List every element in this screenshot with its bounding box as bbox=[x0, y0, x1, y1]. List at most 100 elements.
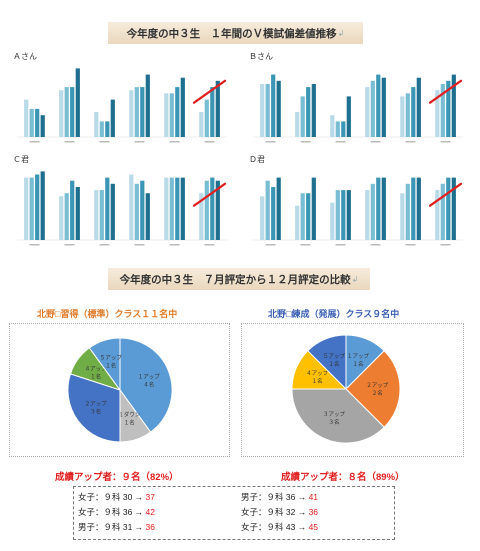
bar bbox=[416, 177, 421, 240]
slice-value-label: １名 bbox=[124, 419, 135, 427]
bar bbox=[59, 196, 64, 240]
bar bbox=[59, 90, 64, 137]
bar bbox=[175, 87, 180, 137]
bar bbox=[110, 99, 115, 137]
bar bbox=[75, 187, 80, 240]
bar bbox=[35, 174, 40, 240]
bar bbox=[451, 74, 456, 137]
slice-value-label: ３名 bbox=[90, 408, 101, 416]
bar-chart-a bbox=[17, 68, 227, 143]
bar bbox=[306, 87, 311, 137]
bar bbox=[210, 177, 215, 240]
bar bbox=[260, 196, 265, 240]
x-tick-label bbox=[29, 141, 40, 143]
bar bbox=[145, 74, 150, 137]
title-banner-1: 今年度の中３生 １年間のＶ模試偏差値推移 ↲ bbox=[108, 22, 363, 44]
chart-panel-a: Ａさん bbox=[7, 47, 235, 151]
bar bbox=[416, 77, 421, 137]
pie-box-right: １アップ １名 ２アップ ２名 ３アップ ３名 ４アップ １名 ５アップ １名 bbox=[241, 323, 464, 457]
bar bbox=[271, 187, 276, 240]
x-tick-label bbox=[335, 244, 346, 246]
bar bbox=[75, 68, 80, 137]
bar bbox=[24, 177, 29, 240]
x-tick-label bbox=[370, 141, 381, 143]
slice-label: ３アップ bbox=[323, 411, 346, 418]
bar bbox=[271, 74, 276, 137]
bar bbox=[400, 193, 405, 240]
bar bbox=[35, 108, 40, 137]
bar bbox=[99, 121, 104, 137]
bar bbox=[440, 183, 445, 240]
bar bbox=[295, 205, 300, 240]
trend-arrow bbox=[428, 79, 463, 104]
bar bbox=[40, 115, 45, 137]
slice-value-label: ３名 bbox=[328, 418, 339, 426]
slice-value-label: １名 bbox=[328, 360, 339, 368]
slice-label: ５アップ bbox=[100, 354, 123, 361]
bar bbox=[110, 183, 115, 240]
bar-chart-b bbox=[253, 74, 463, 143]
slice-label: １アップ bbox=[347, 353, 370, 360]
bar bbox=[94, 112, 99, 137]
x-tick-label bbox=[370, 244, 381, 246]
bar bbox=[40, 171, 45, 240]
bar bbox=[215, 180, 220, 240]
bar bbox=[365, 190, 370, 240]
bar bbox=[376, 74, 381, 137]
bar bbox=[346, 96, 351, 137]
slice-label: ２アップ bbox=[85, 401, 108, 408]
x-tick-label bbox=[204, 244, 215, 246]
pie-slice bbox=[88, 337, 121, 392]
bar bbox=[180, 177, 185, 240]
slice-label: ４アップ bbox=[85, 365, 108, 372]
x-tick-label bbox=[405, 244, 416, 246]
bar bbox=[140, 180, 145, 240]
bar bbox=[276, 80, 281, 137]
bar bbox=[29, 108, 34, 137]
x-tick-label bbox=[440, 244, 451, 246]
pie-slice bbox=[345, 350, 401, 428]
x-tick-label bbox=[169, 141, 180, 143]
bar bbox=[440, 84, 445, 137]
bar bbox=[335, 190, 340, 240]
title-text-1: 今年度の中３生 １年間のＶ模試偏差値推移 bbox=[126, 27, 337, 40]
summary-right: 成績アップ者：８名（89%） bbox=[281, 472, 405, 483]
slice-value-label: １名 bbox=[90, 372, 101, 380]
x-tick-label bbox=[300, 141, 311, 143]
bar-chart-d bbox=[253, 177, 463, 246]
pie-box-left: １アップ ４名 １ダウン １名 ２アップ ３名 ４アップ １名 ５アップ １名 bbox=[9, 323, 230, 457]
pie-slice bbox=[291, 388, 385, 444]
pie-slice bbox=[67, 373, 121, 443]
chart-label-d: Ｄ君 bbox=[249, 155, 265, 164]
bar bbox=[435, 190, 440, 240]
slice-value-label: ４名 bbox=[143, 381, 154, 389]
slice-label: ５アップ bbox=[323, 353, 346, 360]
pie-heading-left: 北野□習得（標準）クラス１１名中 bbox=[37, 309, 178, 319]
bar bbox=[204, 99, 209, 137]
bar bbox=[210, 87, 215, 137]
x-tick-label bbox=[29, 244, 40, 246]
chart-panel-d: Ｄ君 bbox=[243, 150, 471, 254]
x-tick-label bbox=[169, 244, 180, 246]
trend-arrow bbox=[428, 182, 463, 207]
bar-chart-c bbox=[17, 171, 227, 246]
pie-slice bbox=[307, 334, 347, 391]
bar bbox=[129, 174, 134, 240]
bar bbox=[145, 193, 150, 240]
x-tick-label bbox=[300, 244, 311, 246]
pie-slice bbox=[119, 337, 173, 433]
chart-panel-c: Ｃ君 bbox=[7, 150, 235, 254]
score-table: 女子：９科 30 → 37 男子：９科 36 → 41 女子：９科 36 → 42… bbox=[73, 486, 395, 540]
slice-label: ２アップ bbox=[366, 382, 389, 389]
bar bbox=[265, 180, 270, 240]
x-tick-label bbox=[134, 244, 145, 246]
bar bbox=[376, 177, 381, 240]
bar bbox=[134, 183, 139, 240]
title-banner-2: 今年度の中３生 ７月評定から１２月評定の比較 ↲ bbox=[108, 268, 370, 290]
bar bbox=[105, 121, 110, 137]
bar bbox=[64, 87, 69, 137]
bar bbox=[335, 121, 340, 137]
bar bbox=[164, 177, 169, 240]
bar bbox=[370, 80, 375, 137]
